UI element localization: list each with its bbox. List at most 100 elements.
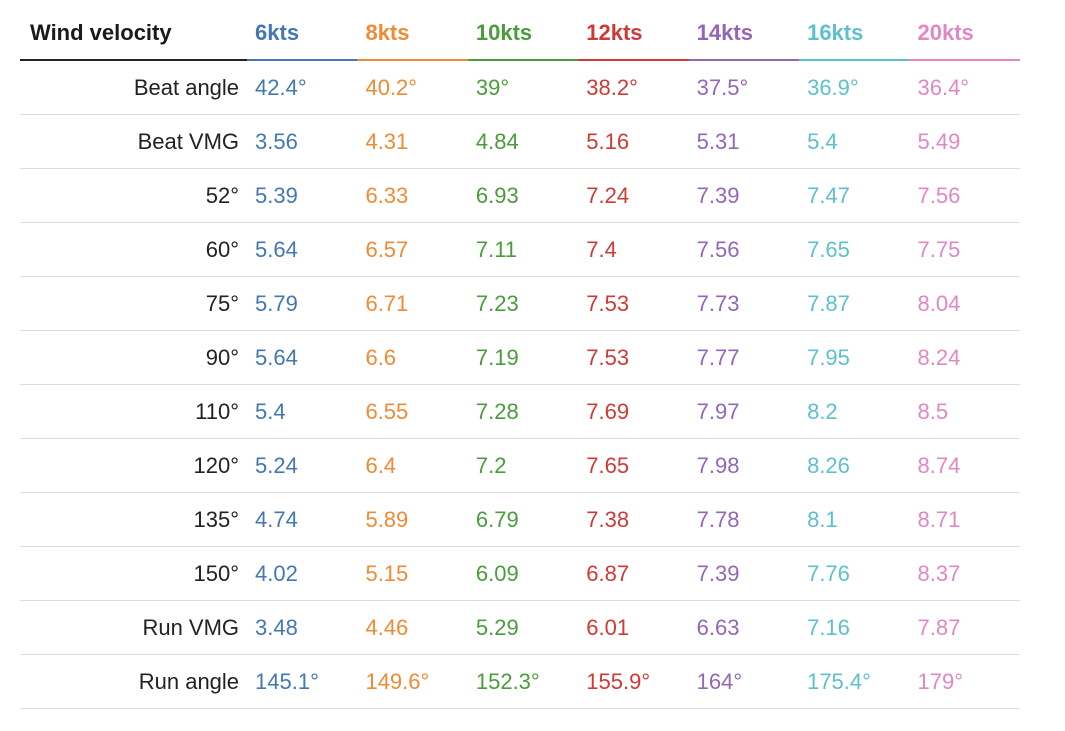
table-cell: 5.16 bbox=[578, 114, 689, 169]
table-cell: 6.6 bbox=[357, 330, 468, 385]
table-cell: 7.95 bbox=[799, 330, 910, 385]
wind-velocity-header: Wind velocity bbox=[20, 6, 248, 61]
row-label: Beat angle bbox=[20, 60, 248, 115]
row-label: Run angle bbox=[20, 654, 248, 709]
column-header-6kts: 6kts bbox=[247, 6, 358, 61]
table-cell: 5.4 bbox=[247, 384, 358, 439]
table-cell: 4.74 bbox=[247, 492, 358, 547]
column-header-10kts: 10kts bbox=[467, 6, 579, 61]
table-cell: 8.26 bbox=[799, 438, 910, 493]
column-header-16kts: 16kts bbox=[799, 6, 910, 61]
table-row: Beat angle 42.4° 40.2° 39° 38.2° 37.5° 36.9° 36… bbox=[20, 60, 1020, 115]
table-cell: 7.65 bbox=[578, 438, 689, 493]
table-cell: 6.79 bbox=[467, 492, 579, 547]
table-cell: 7.97 bbox=[688, 384, 800, 439]
table-cell: 7.69 bbox=[578, 384, 689, 439]
table-row: 60° 5.64 6.57 7.11 7.4 7.56 7.65 7.75 bbox=[20, 222, 1020, 277]
table-cell: 7.98 bbox=[688, 438, 800, 493]
table-cell: 4.84 bbox=[467, 114, 579, 169]
polar-table: Wind velocity 6kts 8kts 10kts 12kts 14kts 16k… bbox=[20, 6, 1020, 709]
table-row: 52° 5.39 6.33 6.93 7.24 7.39 7.47 7.56 bbox=[20, 168, 1020, 223]
table-cell: 5.64 bbox=[247, 222, 358, 277]
table-cell: 5.39 bbox=[247, 168, 358, 223]
table-cell: 39° bbox=[467, 60, 579, 115]
table-cell: 6.57 bbox=[357, 222, 468, 277]
table-cell: 7.56 bbox=[688, 222, 800, 277]
table-cell: 36.9° bbox=[799, 60, 910, 115]
column-header-20kts: 20kts bbox=[909, 6, 1020, 61]
table-cell: 5.24 bbox=[247, 438, 358, 493]
table-cell: 8.24 bbox=[909, 330, 1020, 385]
table-cell: 7.53 bbox=[578, 276, 689, 331]
table-cell: 7.78 bbox=[688, 492, 800, 547]
table-cell: 7.24 bbox=[578, 168, 689, 223]
table-cell: 8.1 bbox=[799, 492, 910, 547]
table-cell: 6.71 bbox=[357, 276, 468, 331]
table-cell: 7.56 bbox=[909, 168, 1020, 223]
row-label: 60° bbox=[20, 222, 248, 277]
table-cell: 8.71 bbox=[909, 492, 1020, 547]
table-cell: 7.47 bbox=[799, 168, 910, 223]
table-cell: 5.64 bbox=[247, 330, 358, 385]
table-cell: 8.2 bbox=[799, 384, 910, 439]
header-row: Wind velocity 6kts 8kts 10kts 12kts 14kts 16k… bbox=[20, 6, 1020, 61]
table-row: 150° 4.02 5.15 6.09 6.87 7.39 7.76 8.37 bbox=[20, 546, 1020, 601]
row-label: 120° bbox=[20, 438, 248, 493]
table-cell: 175.4° bbox=[799, 654, 910, 709]
table-cell: 7.19 bbox=[467, 330, 579, 385]
table-cell: 3.48 bbox=[247, 600, 358, 655]
table-header: Wind velocity 6kts 8kts 10kts 12kts 14kts 16k… bbox=[20, 6, 1020, 61]
table-cell: 7.23 bbox=[467, 276, 579, 331]
table-cell: 7.87 bbox=[909, 600, 1020, 655]
row-label: 150° bbox=[20, 546, 248, 601]
table-cell: 4.31 bbox=[357, 114, 468, 169]
table-row: Run angle 145.1° 149.6° 152.3° 155.9° 164° 175… bbox=[20, 654, 1020, 709]
table-row: Run VMG 3.48 4.46 5.29 6.01 6.63 7.16 7.87 bbox=[20, 600, 1020, 655]
row-label: 90° bbox=[20, 330, 248, 385]
table-cell: 4.46 bbox=[357, 600, 468, 655]
table-cell: 7.39 bbox=[688, 546, 800, 601]
row-label: 52° bbox=[20, 168, 248, 223]
table-cell: 6.63 bbox=[688, 600, 800, 655]
table-cell: 7.76 bbox=[799, 546, 910, 601]
table-row: 75° 5.79 6.71 7.23 7.53 7.73 7.87 8.04 bbox=[20, 276, 1020, 331]
table-cell: 38.2° bbox=[578, 60, 689, 115]
table-cell: 6.09 bbox=[467, 546, 579, 601]
table-cell: 7.28 bbox=[467, 384, 579, 439]
table-cell: 6.55 bbox=[357, 384, 468, 439]
table-cell: 37.5° bbox=[688, 60, 800, 115]
table-cell: 6.4 bbox=[357, 438, 468, 493]
table-row: 110° 5.4 6.55 7.28 7.69 7.97 8.2 8.5 bbox=[20, 384, 1020, 439]
table-cell: 152.3° bbox=[467, 654, 579, 709]
table-cell: 3.56 bbox=[247, 114, 358, 169]
table-cell: 7.65 bbox=[799, 222, 910, 277]
table-cell: 7.38 bbox=[578, 492, 689, 547]
table-cell: 8.5 bbox=[909, 384, 1020, 439]
table-cell: 6.93 bbox=[467, 168, 579, 223]
table-cell: 7.53 bbox=[578, 330, 689, 385]
row-label: Beat VMG bbox=[20, 114, 248, 169]
row-label: 75° bbox=[20, 276, 248, 331]
table-row: 135° 4.74 5.89 6.79 7.38 7.78 8.1 8.71 bbox=[20, 492, 1020, 547]
table-cell: 4.02 bbox=[247, 546, 358, 601]
table-cell: 155.9° bbox=[578, 654, 689, 709]
table-cell: 164° bbox=[688, 654, 800, 709]
table-cell: 149.6° bbox=[357, 654, 468, 709]
column-header-12kts: 12kts bbox=[578, 6, 689, 61]
table-cell: 5.4 bbox=[799, 114, 910, 169]
row-label: Run VMG bbox=[20, 600, 248, 655]
table-cell: 179° bbox=[909, 654, 1020, 709]
table-cell: 5.89 bbox=[357, 492, 468, 547]
table-cell: 5.29 bbox=[467, 600, 579, 655]
table-cell: 8.37 bbox=[909, 546, 1020, 601]
table-cell: 7.16 bbox=[799, 600, 910, 655]
table-cell: 8.04 bbox=[909, 276, 1020, 331]
table-cell: 6.01 bbox=[578, 600, 689, 655]
column-header-14kts: 14kts bbox=[688, 6, 800, 61]
table-cell: 7.75 bbox=[909, 222, 1020, 277]
table-cell: 7.4 bbox=[578, 222, 689, 277]
table-cell: 8.74 bbox=[909, 438, 1020, 493]
table-cell: 7.87 bbox=[799, 276, 910, 331]
table-body: Beat angle 42.4° 40.2° 39° 38.2° 37.5° 36.9° 36… bbox=[20, 60, 1020, 709]
table-cell: 40.2° bbox=[357, 60, 468, 115]
